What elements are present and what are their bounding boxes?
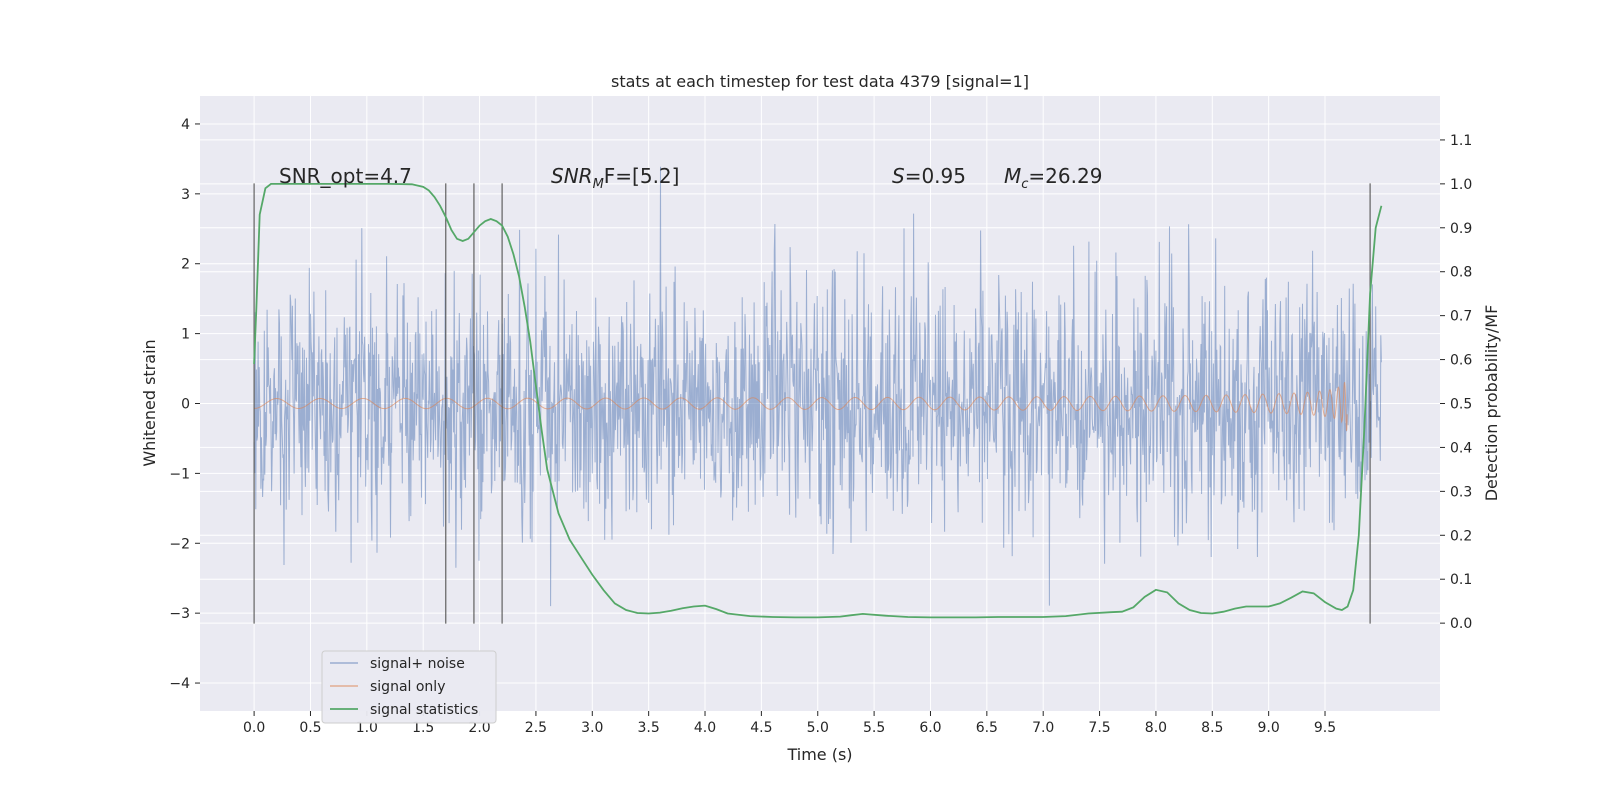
signal-trace	[254, 382, 1348, 431]
legend: signal+ noise signal only signal statist…	[321, 650, 497, 724]
y2-tick-label: 1.0	[1450, 177, 1472, 193]
y2-tick-label: 0.5	[1450, 397, 1472, 413]
x-axis-label: Time (s)	[786, 745, 852, 764]
x-tick-label: 5.5	[863, 720, 885, 736]
x-tick-label: 4.0	[694, 720, 716, 736]
y2-tick-label: 0.1	[1450, 572, 1472, 588]
y-tick-label: −4	[169, 676, 190, 692]
y2-tick-label: 0.2	[1450, 528, 1472, 544]
y2-tick-label: 0.3	[1450, 484, 1472, 500]
y-tick-label: −2	[169, 536, 190, 552]
x-tick-label: 9.5	[1314, 720, 1336, 736]
x-tick-label: 3.5	[638, 720, 660, 736]
y2-tick-label: 0.8	[1450, 265, 1472, 281]
annotation-snr-opt: SNR_opt=4.7	[279, 164, 412, 188]
x-tick-label: 8.5	[1201, 720, 1223, 736]
x-tick-label: 5.0	[807, 720, 829, 736]
x-tick-label: 0.5	[299, 720, 321, 736]
y-tick-label: 4	[181, 117, 190, 133]
legend-label-signal: signal only	[370, 679, 445, 695]
annotations: SNR_opt=4.7 SNRMF=[5.2] S=0.95 Mc=26.29	[279, 164, 1102, 192]
x-tick-label: 6.5	[976, 720, 998, 736]
annotation-mc: Mc=26.29	[1004, 164, 1102, 192]
annotation-snr-mf: SNRMF=[5.2]	[551, 164, 679, 192]
y-tick-label: 0	[181, 397, 190, 413]
x-tick-label: 9.0	[1258, 720, 1280, 736]
noise-trace	[253, 166, 1382, 607]
chart-title: stats at each timestep for test data 437…	[611, 72, 1029, 91]
x-tick-label: 4.5	[750, 720, 772, 736]
y2-tick-label: 0.7	[1450, 309, 1472, 325]
x-tick-label: 3.0	[581, 720, 603, 736]
y-tick-label: 3	[181, 187, 190, 203]
y2-tick-label: 0.4	[1450, 440, 1472, 456]
x-tick-label: 0.0	[243, 720, 265, 736]
annotation-s: S=0.95	[892, 164, 966, 188]
x-tick-label: 7.0	[1032, 720, 1054, 736]
x-tick-label: 2.5	[525, 720, 547, 736]
y-tick-label: −1	[169, 466, 190, 482]
y-axis-label: Whitened strain	[140, 339, 159, 466]
y2-tick-label: 0.6	[1450, 353, 1472, 369]
series-signal-noise	[253, 166, 1382, 607]
y2-tick-label: 1.1	[1450, 133, 1472, 149]
x-tick-label: 2.0	[468, 720, 490, 736]
x-tick-label: 6.0	[919, 720, 941, 736]
x-tick-label: 7.5	[1088, 720, 1110, 736]
x-axis-ticks: 0.0 0.5 1.0 1.5 2.0 2.5 3.0 3.5 4.0 4.5 5.0 5.5 6.0 6…	[243, 711, 1336, 736]
y2-axis-ticks: 1.1 1.0 0.9 0.8 0.7 0.6 0.5 0.4 0.3 0.2 0.1 0.0	[1440, 133, 1472, 632]
x-tick-label: 1.5	[412, 720, 434, 736]
series-signal-only	[254, 382, 1348, 431]
y-tick-label: 2	[181, 257, 190, 273]
legend-box	[321, 650, 497, 724]
y2-tick-label: 0.0	[1450, 616, 1472, 632]
y-axis-ticks: 4 3 2 1 0 −1 −2 −3 −4	[169, 117, 200, 692]
y-tick-label: 1	[181, 327, 190, 343]
series-signal-statistics	[253, 183, 1383, 619]
legend-label-stats: signal statistics	[370, 702, 478, 718]
vertical-markers	[253, 183, 1371, 624]
statistics-line	[253, 183, 1383, 619]
y2-axis-label: Detection probability/MF	[1482, 305, 1501, 502]
y-tick-label: −3	[169, 606, 190, 622]
legend-label-noise: signal+ noise	[370, 656, 465, 672]
x-tick-label: 1.0	[356, 720, 378, 736]
y2-tick-label: 0.9	[1450, 221, 1472, 237]
x-tick-label: 8.0	[1145, 720, 1167, 736]
